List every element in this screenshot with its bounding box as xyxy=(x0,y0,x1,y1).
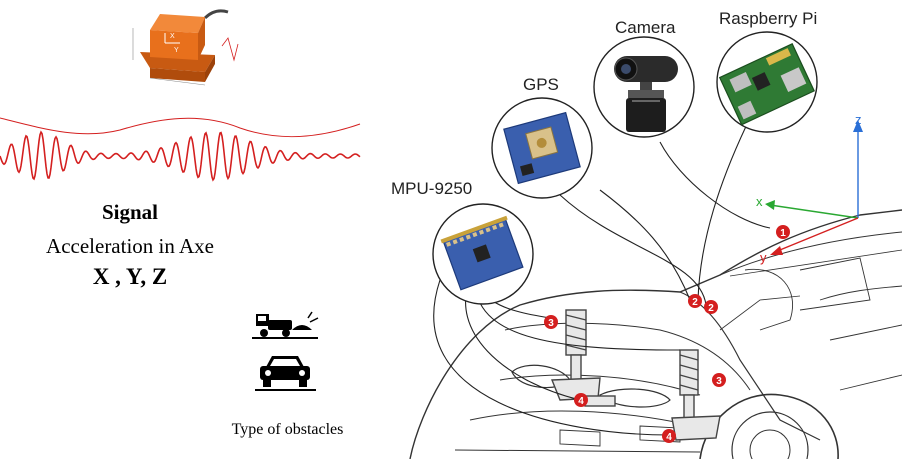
gps-callout xyxy=(491,97,593,199)
gps-label: GPS xyxy=(523,75,559,94)
signal-axes: X , Y, Z xyxy=(92,264,168,289)
raspberry-pi-callout xyxy=(716,31,818,133)
svg-text:4: 4 xyxy=(578,396,584,407)
raspberry-pi-label: Raspberry Pi xyxy=(719,9,817,28)
mpu-9250-label: MPU-9250 xyxy=(391,179,472,198)
mpu-pin xyxy=(478,229,485,235)
car-pothole-icon xyxy=(255,356,316,391)
mpu-pin xyxy=(472,232,478,238)
sensor-axis-y: Y xyxy=(174,47,179,54)
signal-subtitle: Acceleration in Axe xyxy=(46,234,214,258)
mpu-pin xyxy=(492,224,498,230)
vehicle-axes: z x y xyxy=(756,112,863,265)
car-bump-icon xyxy=(252,311,319,339)
marker-4b: 4 xyxy=(662,429,676,443)
svg-text:4: 4 xyxy=(666,432,672,443)
marker-3b: 3 xyxy=(712,373,726,387)
marker-2b: 2 xyxy=(704,300,718,314)
mpu-pin xyxy=(446,241,452,247)
obstacles-caption: Type of obstacles xyxy=(231,421,344,438)
marker-2a: 2 xyxy=(688,294,702,308)
svg-text:2: 2 xyxy=(692,297,698,308)
axis-y-label: y xyxy=(760,250,767,265)
front-left-suspension xyxy=(550,309,616,407)
mpu-pin xyxy=(498,222,504,228)
svg-text:3: 3 xyxy=(548,318,554,329)
signal-title: Signal xyxy=(101,200,159,224)
camera-callout xyxy=(593,36,695,138)
marker-3a: 3 xyxy=(544,315,558,329)
svg-text:1: 1 xyxy=(780,228,786,239)
axis-x-label: x xyxy=(756,194,763,209)
mpu-pin xyxy=(452,239,458,245)
marker-4a: 4 xyxy=(574,393,588,407)
mpu-pin xyxy=(459,236,465,242)
mpu-pin xyxy=(485,227,491,233)
svg-text:2: 2 xyxy=(708,303,714,314)
camera-label: Camera xyxy=(615,18,676,37)
signal-envelope xyxy=(0,117,361,138)
axis-z-label: z xyxy=(855,112,862,127)
svg-text:3: 3 xyxy=(716,376,722,387)
accelerometer-sensor-image: X Y xyxy=(132,9,239,86)
marker-1: 1 xyxy=(776,225,790,239)
mpu-9250-callout xyxy=(432,203,534,305)
sensor-axis-x: X xyxy=(170,33,175,40)
front-right-suspension xyxy=(671,349,721,441)
mpu-pin xyxy=(465,234,471,240)
acceleration-signal-wave xyxy=(0,130,361,182)
